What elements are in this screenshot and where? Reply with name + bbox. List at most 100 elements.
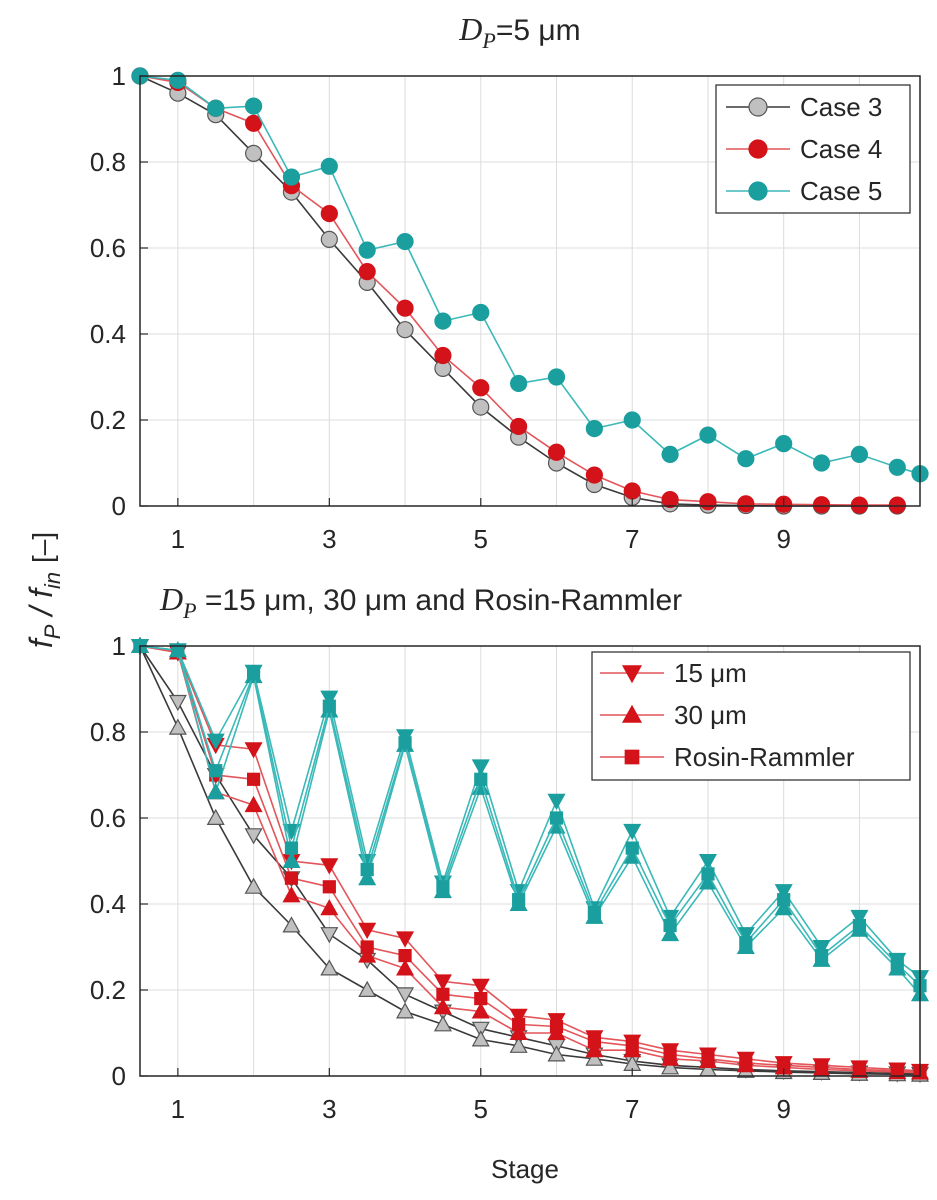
data-point xyxy=(890,1064,904,1078)
data-point xyxy=(436,880,450,894)
data-point xyxy=(434,312,452,330)
legend-marker xyxy=(624,749,640,765)
data-point xyxy=(244,114,263,132)
x-tick-label: 5 xyxy=(474,524,488,554)
data-point xyxy=(284,841,299,855)
y-tick-label: 0 xyxy=(112,1061,126,1091)
data-point xyxy=(206,733,225,750)
data-point xyxy=(471,978,490,995)
data-point xyxy=(472,303,490,322)
data-point xyxy=(814,948,829,963)
data-point xyxy=(699,493,717,511)
data-point xyxy=(699,426,717,444)
data-point xyxy=(244,877,263,894)
data-point xyxy=(244,828,263,845)
x-tick-label: 5 xyxy=(474,1094,488,1124)
series-line xyxy=(139,645,921,1076)
data-point xyxy=(320,157,338,175)
axes-frame-bottom xyxy=(139,645,921,1077)
legend-entry: Case 4 xyxy=(726,134,882,164)
y-tick-label: 0.4 xyxy=(90,889,126,919)
data-point xyxy=(661,445,679,463)
data-point xyxy=(774,884,793,901)
data-point xyxy=(433,1015,452,1032)
data-point xyxy=(509,1023,528,1041)
data-point xyxy=(850,909,869,927)
data-point xyxy=(246,772,261,786)
data-point xyxy=(322,699,336,713)
data-point xyxy=(698,853,717,871)
data-point xyxy=(244,97,263,115)
y-tick-label: 0.6 xyxy=(90,803,126,833)
data-point xyxy=(850,445,869,463)
data-point xyxy=(322,880,336,894)
legend-marker xyxy=(621,665,643,684)
data-point xyxy=(888,496,906,514)
series-red-circle xyxy=(131,67,906,514)
series-line xyxy=(139,645,921,1074)
legend-marker xyxy=(621,704,643,723)
data-point xyxy=(433,974,452,991)
data-point xyxy=(812,939,831,957)
legend-label: Case 5 xyxy=(800,176,882,206)
data-point xyxy=(888,458,906,476)
data-point xyxy=(396,959,415,976)
x-tick-label: 9 xyxy=(776,1094,790,1124)
data-point xyxy=(472,379,490,397)
data-point xyxy=(777,893,791,907)
data-point xyxy=(812,454,831,472)
data-point xyxy=(663,1047,677,1062)
data-point xyxy=(774,899,793,916)
data-point xyxy=(396,232,414,251)
y-tick-label: 0.6 xyxy=(90,233,126,263)
y-tick-label: 1 xyxy=(112,631,126,661)
data-point xyxy=(471,759,490,776)
data-point xyxy=(471,1002,490,1019)
x-tick-label: 1 xyxy=(171,524,185,554)
data-point xyxy=(206,782,225,800)
data-point xyxy=(625,841,639,855)
data-point xyxy=(358,263,376,281)
data-point xyxy=(547,1045,566,1062)
data-point xyxy=(320,899,339,916)
data-point xyxy=(701,1052,715,1066)
data-point xyxy=(360,862,374,877)
data-point xyxy=(585,1040,604,1058)
legend-label: Case 3 xyxy=(800,92,882,122)
series-line xyxy=(139,645,921,1073)
data-point xyxy=(282,886,301,903)
series-line xyxy=(139,75,921,475)
data-point xyxy=(209,764,223,778)
data-point xyxy=(358,980,377,998)
data-point xyxy=(890,957,904,971)
y-tick-label: 0 xyxy=(112,491,126,521)
legend-entry: 15 μm xyxy=(600,658,747,688)
data-point xyxy=(171,643,185,657)
data-point xyxy=(737,450,755,468)
data-point xyxy=(509,1036,528,1053)
data-point xyxy=(396,987,415,1004)
legend-bottom: 15 μm 30 μm Rosin-Rammler xyxy=(591,651,911,781)
legend-entry: Case 5 xyxy=(726,176,882,206)
data-point xyxy=(398,948,412,963)
data-point xyxy=(663,918,677,933)
data-point xyxy=(358,922,377,940)
x-tick-label: 9 xyxy=(776,524,790,554)
legend-label: Rosin-Rammler xyxy=(674,742,855,772)
y-tick-label: 0.4 xyxy=(90,319,126,349)
data-point xyxy=(282,851,301,869)
x-tick-label: 3 xyxy=(322,524,336,554)
data-point xyxy=(358,868,377,886)
x-tick-label: 7 xyxy=(625,1094,639,1124)
data-point xyxy=(396,931,415,948)
data-point xyxy=(396,321,414,339)
data-point xyxy=(509,1008,528,1026)
data-point xyxy=(436,987,450,1001)
data-point xyxy=(320,858,339,875)
y-tick-label: 1 xyxy=(112,61,126,91)
data-point xyxy=(358,946,377,963)
data-point xyxy=(360,940,374,954)
data-point xyxy=(244,742,263,759)
panel-top: DP=5 μm 0 0.2 0.4 0.6 0.8 1 1 3 5 7 9 Case 3 Case 4… xyxy=(90,11,929,554)
